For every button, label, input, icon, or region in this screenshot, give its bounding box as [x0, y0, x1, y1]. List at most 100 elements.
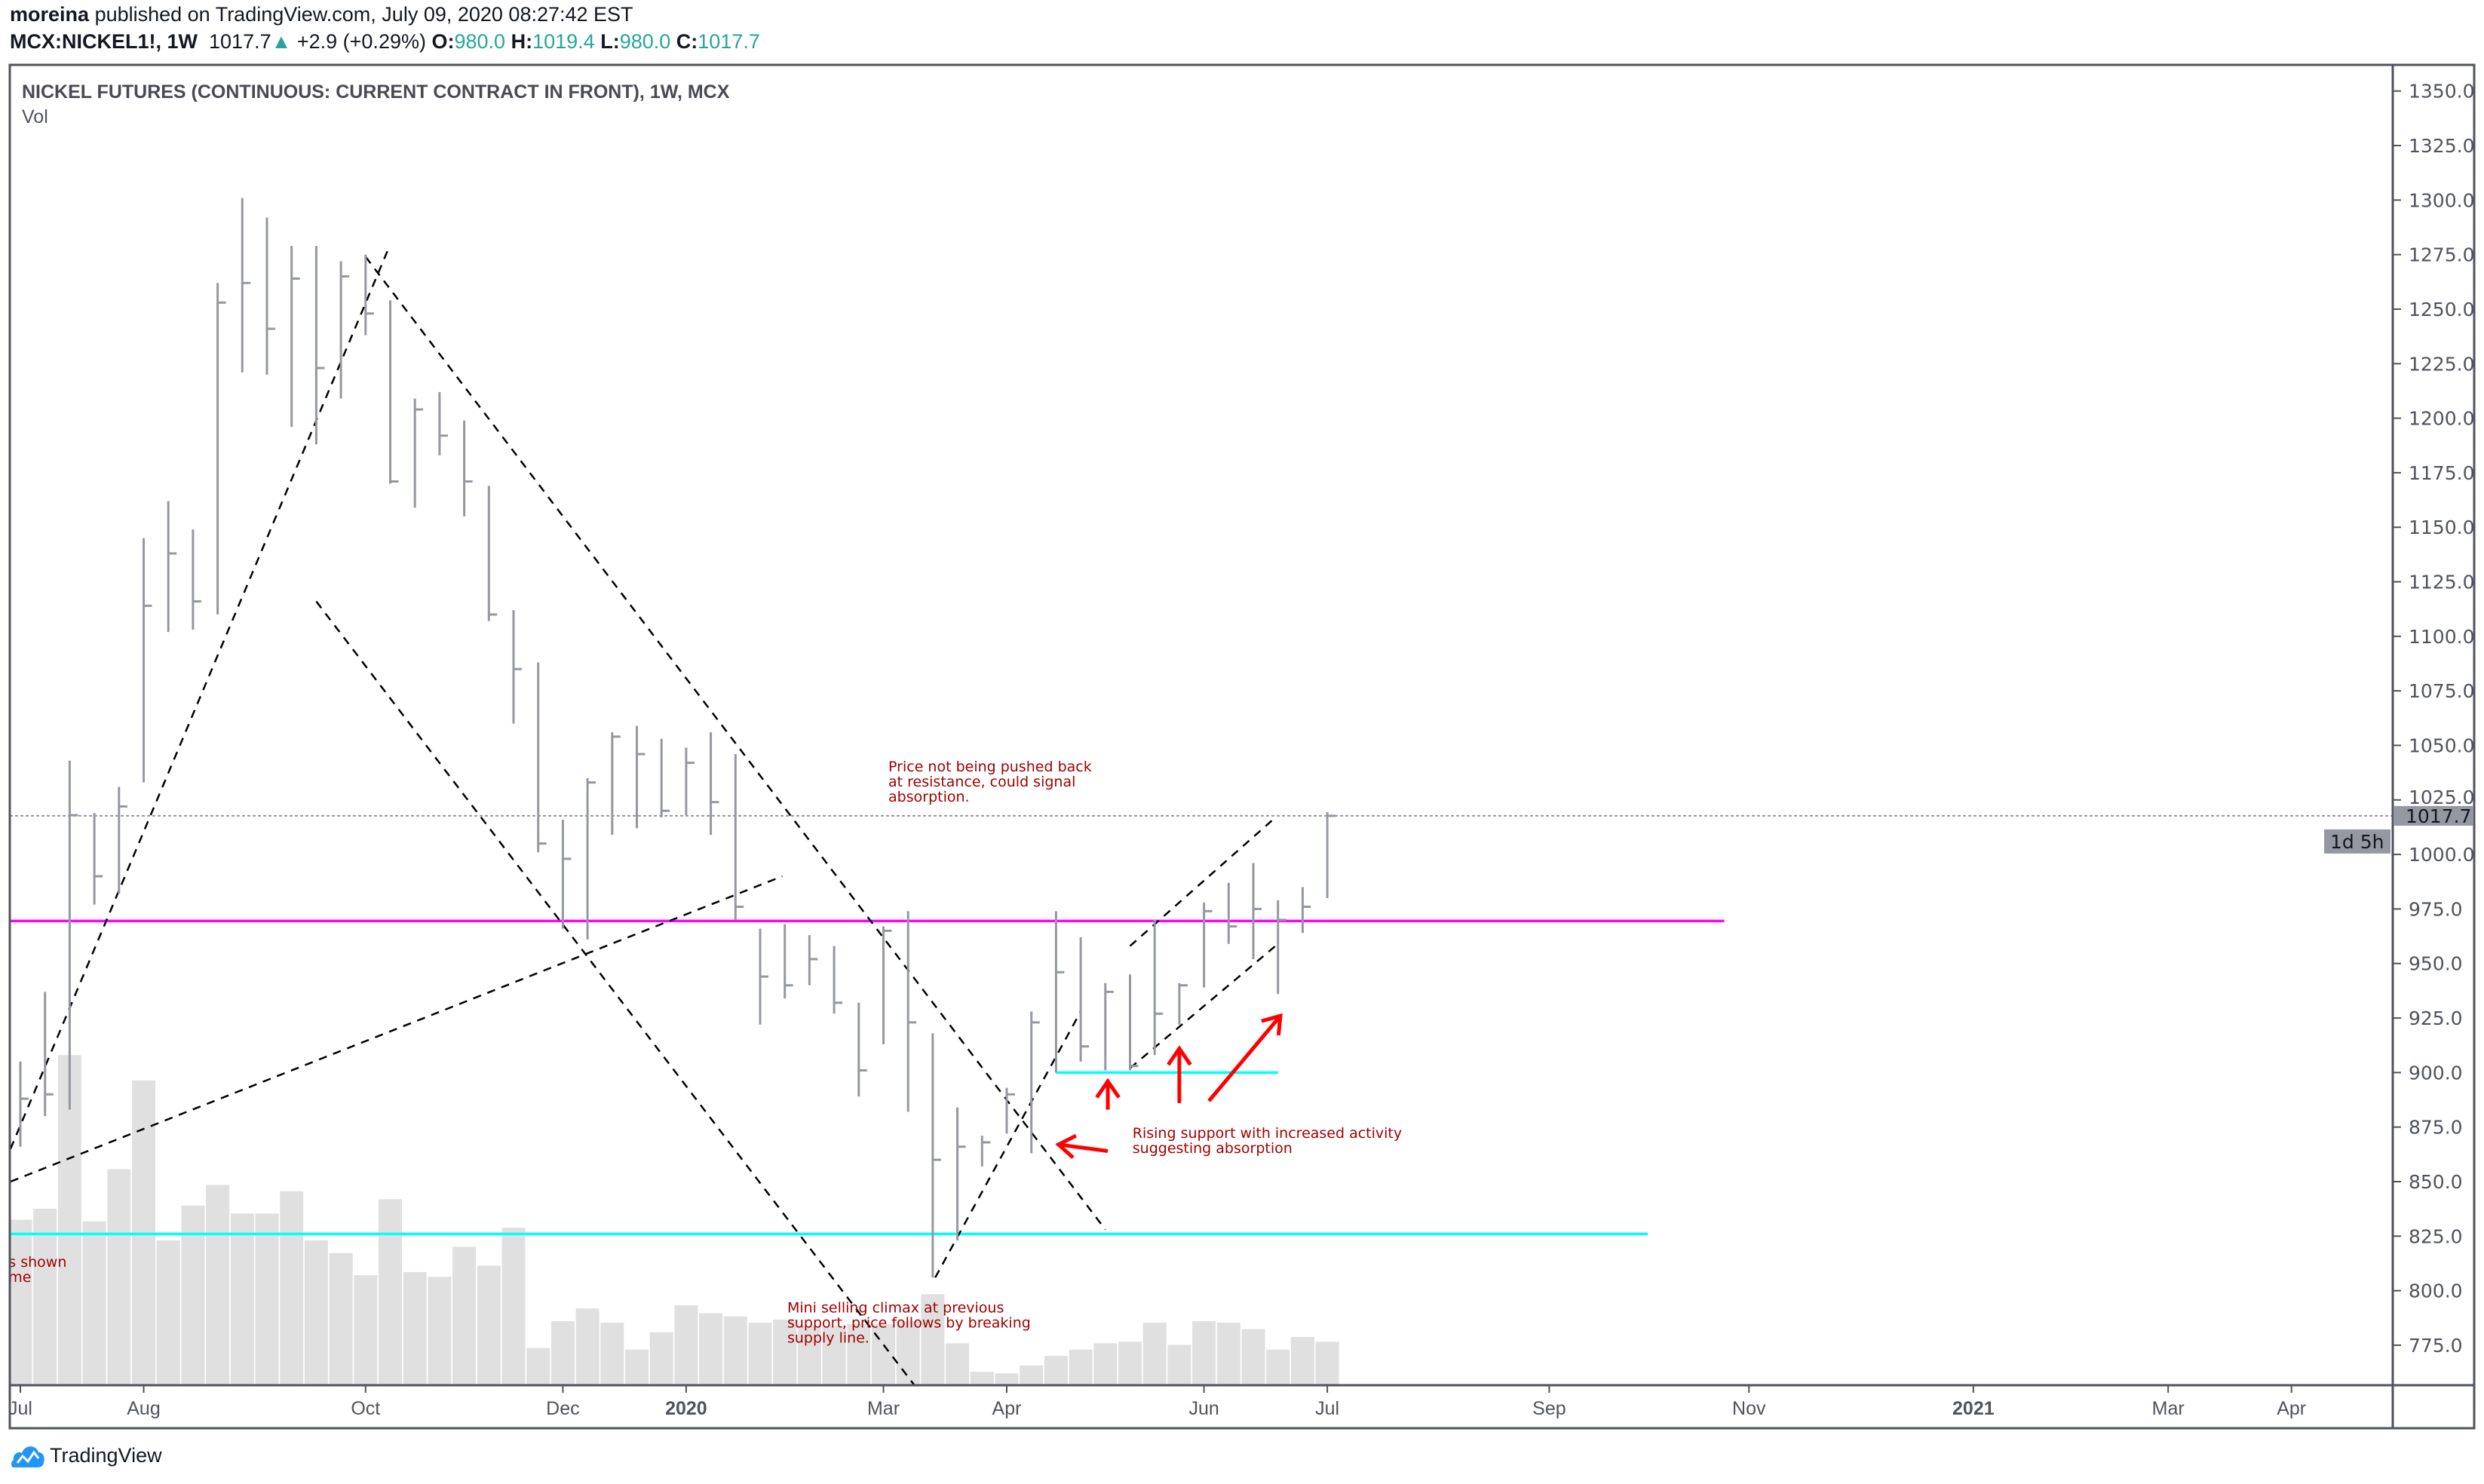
price-tick-label: 1175.0: [2409, 462, 2474, 484]
ohlc-bar: [931, 1033, 941, 1278]
ohlc-bar: [1277, 900, 1286, 995]
dashed-trendline: [11, 250, 389, 1150]
ohlc-bar: [1326, 811, 1336, 898]
volume-bar: [896, 1321, 920, 1384]
ohlc-bar: [438, 391, 448, 455]
volume-bar: [181, 1205, 205, 1384]
ohlc-bar: [685, 747, 695, 816]
ohlc-bar: [44, 992, 54, 1117]
ohlc-bar: [586, 777, 596, 940]
ohlc-bar: [710, 732, 719, 836]
volume-bar: [379, 1199, 402, 1384]
ohlc-bar: [956, 1107, 966, 1241]
annotation-text: s shown: [8, 1254, 66, 1271]
ohlc-bar: [512, 610, 522, 724]
ohlc-bar: [1203, 902, 1213, 988]
volume-bar: [1290, 1337, 1314, 1384]
time-tick-label: Jul: [8, 1398, 32, 1419]
last-price: 1017.7: [209, 30, 271, 53]
time-tick-label: Aug: [127, 1398, 160, 1419]
red-arrow: [1207, 1013, 1283, 1102]
arrow-shaft: [1207, 1014, 1282, 1102]
close-value: 1017.7: [698, 30, 760, 53]
tradingview-brand[interactable]: TradingView: [50, 1443, 162, 1467]
time-tick-label: Apr: [992, 1398, 1022, 1419]
time-tick-label: Dec: [546, 1398, 579, 1419]
low-label: L:: [600, 30, 620, 53]
volume-bar: [1192, 1321, 1216, 1384]
volume-bar: [1069, 1349, 1093, 1384]
tradingview-logo-icon: [11, 1446, 44, 1467]
annotation-note: Rising support with increased activitysu…: [1133, 1125, 1402, 1157]
volume-bar: [255, 1213, 279, 1384]
price-axis[interactable]: 775.0 800.0 825.0 850.0 875.0 900.0 925.0 950.0…: [2393, 81, 2474, 1357]
volume-bar: [1118, 1341, 1142, 1384]
ohlc-bar: [734, 754, 744, 920]
volume-bar: [1167, 1344, 1191, 1384]
ohlc-bar: [1153, 919, 1164, 1056]
annotation-text: at resistance, could signal: [888, 774, 1075, 790]
ohlc-bar: [561, 819, 572, 929]
ohlc-bar: [265, 217, 275, 375]
price-tick-label: 850.0: [2409, 1171, 2463, 1193]
symbol-label: MCX:NICKEL1!, 1W: [10, 30, 198, 53]
ohlc-bar: [143, 538, 152, 783]
bar-countdown-badge: [2324, 829, 2390, 854]
volume-bar: [995, 1373, 1019, 1384]
price-tick-label: 900.0: [2409, 1062, 2463, 1084]
volume-bar: [354, 1275, 378, 1384]
time-tick-label: Mar: [867, 1398, 900, 1419]
ohlc-bar: [636, 725, 646, 829]
price-tick-label: 1125.0: [2409, 572, 2474, 593]
ohlc-bar: [290, 246, 300, 428]
ohlc-bar: [1301, 887, 1311, 934]
ohlc-bar: [1030, 1011, 1040, 1154]
volume-bar: [649, 1332, 673, 1384]
volume-bar: [699, 1313, 723, 1384]
author-name[interactable]: moreina: [10, 3, 90, 26]
ohlc-bar: [68, 760, 78, 1110]
annotation-text: suggesting absorption: [1133, 1140, 1293, 1157]
ohlc-bar: [660, 738, 670, 817]
volume-bar: [11, 1219, 32, 1384]
ohlc-bar: [314, 246, 325, 445]
volume-bar: [132, 1080, 155, 1384]
annotation-note: Mini selling climax at previoussupport, …: [787, 1300, 1031, 1347]
ohlc-bar: [833, 946, 843, 1014]
volume-bar: [477, 1265, 501, 1384]
ohlc-bar: [241, 198, 251, 373]
price-tick-label: 1350.0: [2409, 81, 2474, 103]
close-label: C:: [676, 30, 698, 53]
chart-frame: [8, 63, 2476, 1430]
volume-bar: [501, 1228, 526, 1384]
volume-bar: [230, 1213, 254, 1384]
annotation-text: absorption.: [888, 789, 970, 805]
time-axis[interactable]: Jul Aug Oct Dec 2020 Mar Apr Jun Jul Sep Nov 2021 Ma…: [8, 1385, 2306, 1419]
volume-bar: [1315, 1341, 1339, 1384]
ohlc-bar: [882, 926, 892, 1044]
price-tick-label: 775.0: [2409, 1335, 2463, 1357]
time-tick-label: Apr: [2277, 1398, 2306, 1419]
annotation-text: support, price follows by breaking: [787, 1315, 1031, 1332]
price-tick-label: 1250.0: [2409, 299, 2474, 320]
price-tick-label: 950.0: [2409, 953, 2463, 975]
volume-bar: [1241, 1329, 1265, 1384]
price-tick-label: 975.0: [2409, 898, 2463, 920]
symbol-info: MCX:NICKEL1!, 1W 1017.7▲ +2.9 (+0.29%) O…: [10, 30, 760, 54]
volume-bar: [304, 1240, 328, 1384]
arrow-head: [1167, 1045, 1192, 1066]
volume-bar: [57, 1055, 81, 1384]
ohlc-bar: [339, 261, 350, 399]
price-tick-label: 925.0: [2409, 1007, 2463, 1029]
annotation-text: Price not being pushed back: [888, 759, 1092, 775]
volume-indicator-label[interactable]: Vol: [22, 106, 48, 127]
arrow-head: [1261, 1013, 1283, 1036]
price-tick-label: 800.0: [2409, 1280, 2463, 1302]
publish-info: moreina published on TradingView.com, Ju…: [10, 3, 633, 26]
dashed-trendline: [11, 875, 783, 1183]
volume-bar: [1093, 1343, 1118, 1384]
ohlc-bar: [980, 1136, 991, 1167]
